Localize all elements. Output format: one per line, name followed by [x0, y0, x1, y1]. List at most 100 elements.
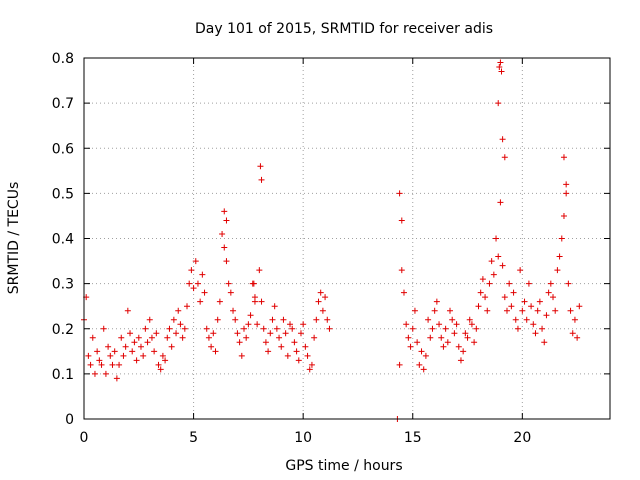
- data-point: [420, 366, 427, 373]
- data-point: [269, 316, 276, 323]
- data-point: [159, 352, 166, 359]
- data-point: [302, 343, 309, 350]
- data-point: [91, 370, 98, 377]
- data-point: [287, 321, 294, 328]
- data-point: [440, 343, 447, 350]
- data-point: [560, 154, 567, 161]
- data-point: [221, 208, 228, 215]
- data-point: [148, 334, 155, 341]
- data-point: [135, 334, 142, 341]
- x-tick-label: 0: [80, 430, 89, 446]
- data-point: [137, 343, 144, 350]
- data-point: [221, 244, 228, 251]
- data-point: [247, 312, 254, 319]
- data-point: [230, 307, 237, 314]
- data-point: [493, 235, 500, 242]
- data-point: [251, 298, 258, 305]
- data-point: [534, 307, 541, 314]
- data-point: [146, 316, 153, 323]
- grid: [84, 58, 610, 419]
- data-point: [151, 348, 158, 355]
- data-point: [453, 321, 460, 328]
- data-point: [563, 181, 570, 188]
- data-point: [250, 280, 257, 287]
- data-point: [260, 325, 267, 332]
- data-point: [190, 285, 197, 292]
- data-point: [257, 163, 264, 170]
- data-point: [197, 298, 204, 305]
- y-tick-label: 0.4: [52, 232, 74, 248]
- data-point: [256, 267, 263, 274]
- data-point: [170, 316, 177, 323]
- data-point: [322, 294, 329, 301]
- data-point: [409, 325, 416, 332]
- data-point: [212, 348, 219, 355]
- data-point: [162, 357, 169, 364]
- y-tick-label: 0.6: [52, 141, 74, 157]
- data-point: [306, 366, 313, 373]
- data-point: [425, 316, 432, 323]
- data-point: [289, 325, 296, 332]
- data-point: [499, 136, 506, 143]
- data-point: [431, 307, 438, 314]
- data-point: [414, 339, 421, 346]
- data-point: [477, 289, 484, 296]
- data-point: [455, 343, 462, 350]
- data-point: [457, 357, 464, 364]
- data-point: [514, 325, 521, 332]
- data-point: [532, 330, 539, 337]
- data-point: [501, 154, 508, 161]
- data-point: [85, 352, 92, 359]
- data-points: [81, 59, 583, 422]
- data-point: [232, 316, 239, 323]
- data-point: [326, 325, 333, 332]
- data-point: [530, 321, 537, 328]
- data-point: [429, 325, 436, 332]
- data-point: [563, 190, 570, 197]
- data-point: [468, 321, 475, 328]
- data-point: [558, 235, 565, 242]
- data-point: [102, 370, 109, 377]
- x-tick-label: 15: [404, 430, 422, 446]
- data-point: [155, 361, 162, 368]
- data-point: [436, 321, 443, 328]
- data-point: [539, 325, 546, 332]
- x-tick-label: 20: [513, 430, 531, 446]
- data-point: [319, 307, 326, 314]
- data-point: [479, 276, 486, 283]
- data-point: [291, 339, 298, 346]
- data-point: [405, 334, 412, 341]
- data-point: [186, 280, 193, 287]
- data-point: [313, 316, 320, 323]
- data-point: [194, 280, 201, 287]
- data-point: [282, 330, 289, 337]
- data-point: [173, 330, 180, 337]
- data-point: [284, 352, 291, 359]
- data-point: [297, 330, 304, 337]
- chart-title: Day 101 of 2015, SRMTID for receiver adi…: [195, 21, 493, 37]
- data-point: [276, 334, 283, 341]
- data-point: [157, 366, 164, 373]
- data-point: [109, 361, 116, 368]
- data-point: [144, 339, 151, 346]
- data-point: [258, 176, 265, 183]
- data-point: [87, 361, 94, 368]
- data-point: [416, 361, 423, 368]
- y-tick-label: 0.7: [52, 96, 74, 112]
- data-point: [466, 316, 473, 323]
- data-point: [177, 321, 184, 328]
- data-point: [521, 298, 528, 305]
- data-point: [556, 253, 563, 260]
- data-point: [280, 316, 287, 323]
- data-point: [245, 321, 252, 328]
- data-point: [427, 334, 434, 341]
- data-point: [438, 334, 445, 341]
- data-point: [219, 230, 226, 237]
- data-point: [422, 352, 429, 359]
- data-point: [519, 307, 526, 314]
- data-point: [496, 64, 503, 71]
- data-point: [184, 303, 191, 310]
- data-point: [541, 339, 548, 346]
- data-point: [164, 334, 171, 341]
